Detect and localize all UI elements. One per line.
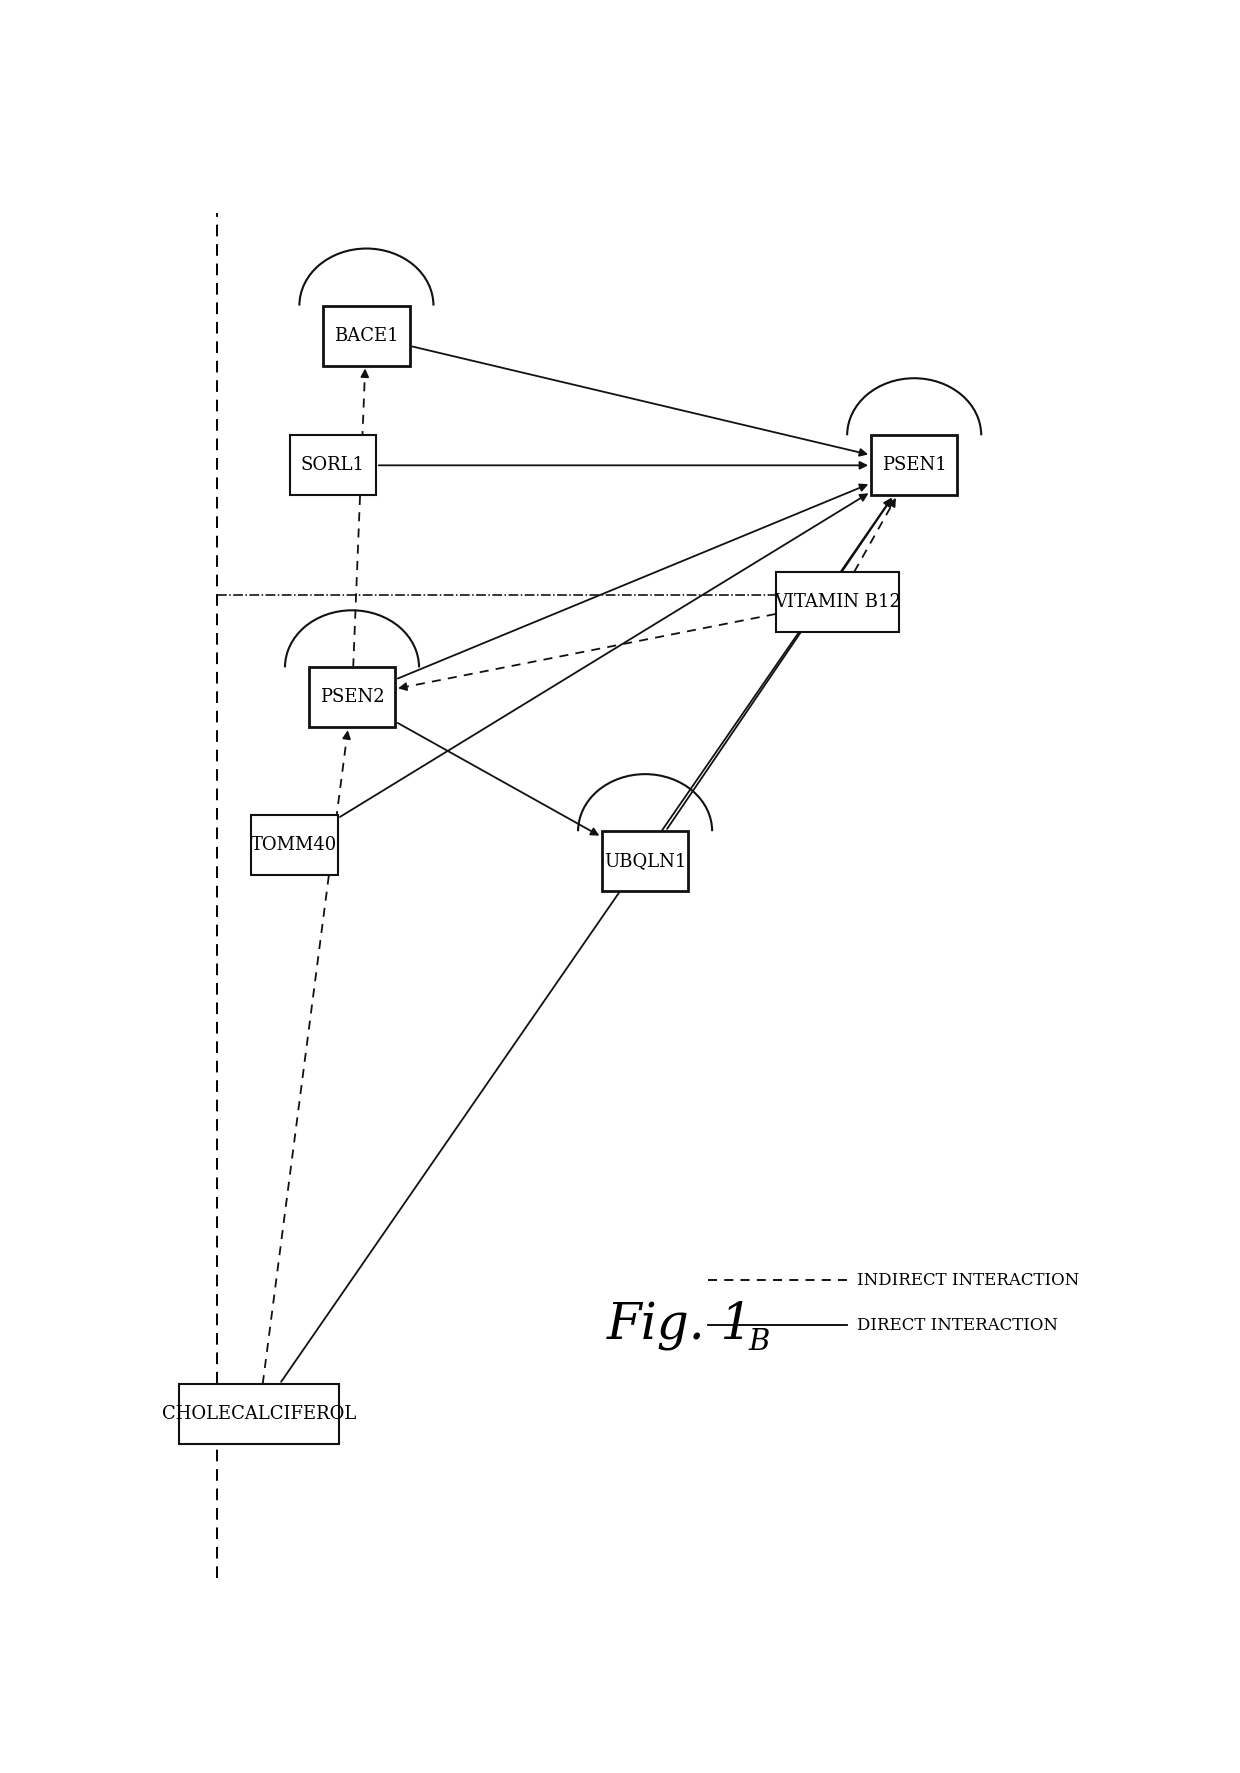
Text: TOMM40: TOMM40 bbox=[252, 835, 337, 855]
Text: PSEN2: PSEN2 bbox=[320, 688, 384, 706]
Text: DIRECT INTERACTION: DIRECT INTERACTION bbox=[857, 1317, 1058, 1333]
Text: VITAMIN B12: VITAMIN B12 bbox=[774, 592, 900, 612]
Text: INDIRECT INTERACTION: INDIRECT INTERACTION bbox=[857, 1271, 1079, 1289]
Text: BACE1: BACE1 bbox=[334, 326, 399, 344]
Text: Fig. 1: Fig. 1 bbox=[606, 1301, 753, 1351]
Text: B: B bbox=[749, 1328, 770, 1356]
Bar bbox=[179, 1385, 339, 1445]
Bar bbox=[870, 436, 957, 495]
Bar bbox=[250, 816, 337, 874]
Text: PSEN1: PSEN1 bbox=[882, 456, 946, 475]
Text: CHOLECALCIFEROL: CHOLECALCIFEROL bbox=[161, 1406, 356, 1424]
Text: UBQLN1: UBQLN1 bbox=[604, 853, 686, 871]
Bar bbox=[309, 667, 396, 727]
Bar bbox=[775, 573, 899, 631]
Bar bbox=[324, 305, 409, 365]
Text: SORL1: SORL1 bbox=[301, 456, 365, 475]
Bar bbox=[290, 436, 376, 495]
Bar bbox=[601, 832, 688, 892]
